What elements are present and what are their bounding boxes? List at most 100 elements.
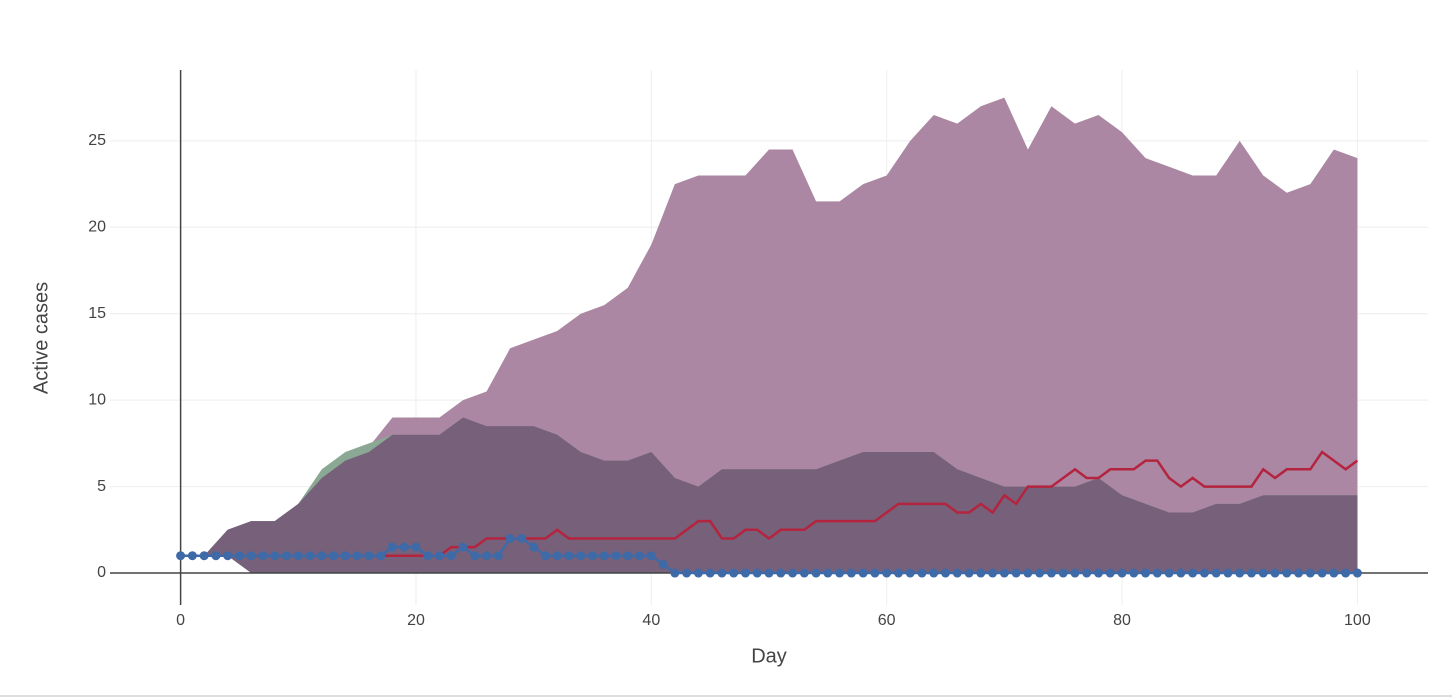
- series-marker: [505, 533, 515, 543]
- series-marker: [1176, 568, 1186, 578]
- series-marker: [1082, 568, 1092, 578]
- series-marker: [1011, 568, 1021, 578]
- lines: [176, 450, 1362, 578]
- series-marker: [611, 551, 621, 561]
- series-marker: [482, 551, 492, 561]
- series-marker: [223, 551, 233, 561]
- series-marker: [399, 542, 409, 552]
- areas: [180, 97, 1358, 574]
- series-marker: [1235, 568, 1245, 578]
- series-marker: [176, 551, 186, 561]
- series-marker: [340, 551, 350, 561]
- series-marker: [493, 551, 503, 561]
- x-tick-label: 100: [1344, 612, 1371, 629]
- series-marker: [705, 568, 715, 578]
- series-marker: [682, 568, 692, 578]
- series-marker: [1282, 568, 1292, 578]
- series-marker: [564, 551, 574, 561]
- series-marker: [540, 551, 550, 561]
- series-marker: [658, 559, 668, 569]
- series-marker: [799, 568, 809, 578]
- series-marker: [234, 551, 244, 561]
- series-marker: [635, 551, 645, 561]
- y-tick-label: 15: [88, 305, 106, 322]
- series-marker: [1105, 568, 1115, 578]
- series-marker: [211, 551, 221, 561]
- series-marker: [470, 551, 480, 561]
- y-tick-label: 0: [97, 564, 106, 581]
- y-tick-label: 25: [88, 132, 106, 149]
- series-marker: [882, 568, 892, 578]
- series-marker: [293, 551, 303, 561]
- x-axis-title: Day: [751, 645, 787, 667]
- series-marker: [376, 551, 386, 561]
- series-marker: [776, 568, 786, 578]
- series-marker: [517, 533, 527, 543]
- series-marker: [317, 551, 327, 561]
- series-marker: [846, 568, 856, 578]
- series-marker: [964, 568, 974, 578]
- series-marker: [835, 568, 845, 578]
- series-marker: [1094, 568, 1103, 578]
- series-marker: [929, 568, 939, 578]
- series-marker: [870, 568, 880, 578]
- series-marker: [599, 551, 609, 561]
- series-marker: [1199, 568, 1209, 578]
- series-marker: [740, 568, 750, 578]
- series-marker: [446, 551, 456, 561]
- series-marker: [187, 551, 197, 561]
- series-marker: [976, 568, 986, 578]
- series-marker: [1270, 568, 1280, 578]
- series-marker: [1046, 568, 1056, 578]
- series-marker: [1246, 568, 1256, 578]
- series-marker: [387, 542, 397, 552]
- series-marker: [1141, 568, 1151, 578]
- series-marker: [905, 568, 915, 578]
- series-marker: [411, 542, 421, 552]
- series-marker: [752, 568, 762, 578]
- series-marker: [764, 568, 774, 578]
- series-marker: [1035, 568, 1045, 578]
- series-marker: [305, 551, 315, 561]
- series-marker: [458, 542, 468, 552]
- series-marker: [1152, 568, 1162, 578]
- series-marker: [435, 551, 444, 561]
- y-tick-label: 10: [88, 391, 106, 408]
- series-marker: [1211, 568, 1221, 578]
- series-marker: [941, 568, 951, 578]
- series-marker: [282, 551, 292, 561]
- series-marker: [1294, 568, 1304, 578]
- series-marker: [1188, 568, 1198, 578]
- series-marker: [1164, 568, 1174, 578]
- series-marker: [623, 551, 633, 561]
- series-marker: [1223, 568, 1233, 578]
- series-marker: [258, 551, 268, 561]
- series-marker: [717, 568, 727, 578]
- x-tick-label: 80: [1113, 612, 1131, 629]
- series-marker: [1305, 568, 1315, 578]
- x-tick-label: 60: [878, 612, 896, 629]
- series-marker: [1352, 568, 1362, 578]
- series-marker: [952, 568, 962, 578]
- series-marker: [270, 551, 280, 561]
- series-marker: [423, 551, 433, 561]
- y-axis-title: Active cases: [30, 282, 52, 394]
- series-marker: [823, 568, 833, 578]
- series-marker: [646, 551, 656, 561]
- series-marker: [587, 551, 597, 561]
- x-tick-label: 40: [642, 612, 660, 629]
- series-marker: [893, 568, 903, 578]
- series-marker: [788, 568, 798, 578]
- series-marker: [1129, 568, 1139, 578]
- series-marker: [858, 568, 868, 578]
- series-marker: [1317, 568, 1327, 578]
- series-marker: [364, 551, 374, 561]
- series-marker: [670, 568, 680, 578]
- series-marker: [988, 568, 998, 578]
- series-marker: [1258, 568, 1268, 578]
- series-marker: [693, 568, 703, 578]
- series-marker: [576, 551, 586, 561]
- series-marker: [729, 568, 739, 578]
- series-marker: [529, 542, 539, 552]
- series-marker: [1341, 568, 1351, 578]
